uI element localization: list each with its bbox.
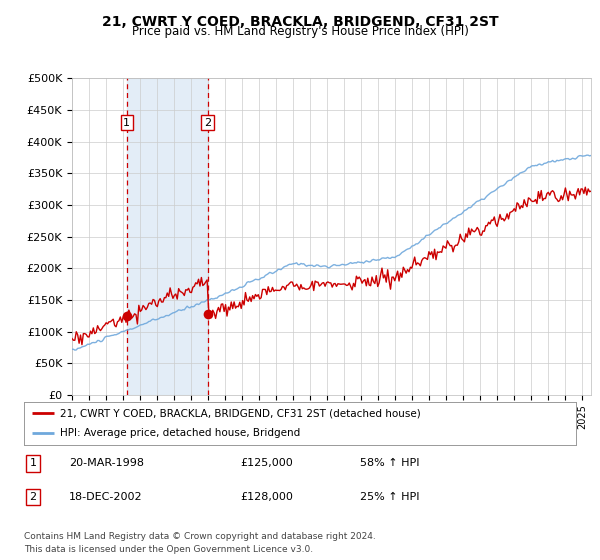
Bar — [127, 78, 208, 395]
Text: 1: 1 — [29, 459, 37, 468]
Text: 20-MAR-1998: 20-MAR-1998 — [69, 459, 144, 468]
Text: 2: 2 — [29, 492, 37, 502]
Text: 58% ↑ HPI: 58% ↑ HPI — [360, 459, 419, 468]
Text: 25% ↑ HPI: 25% ↑ HPI — [360, 492, 419, 502]
Text: Price paid vs. HM Land Registry's House Price Index (HPI): Price paid vs. HM Land Registry's House … — [131, 25, 469, 38]
Text: £125,000: £125,000 — [240, 459, 293, 468]
Text: 1: 1 — [123, 118, 130, 128]
Text: HPI: Average price, detached house, Bridgend: HPI: Average price, detached house, Brid… — [60, 428, 300, 438]
Text: This data is licensed under the Open Government Licence v3.0.: This data is licensed under the Open Gov… — [24, 545, 313, 554]
Text: Contains HM Land Registry data © Crown copyright and database right 2024.: Contains HM Land Registry data © Crown c… — [24, 532, 376, 541]
Text: £128,000: £128,000 — [240, 492, 293, 502]
Text: 21, CWRT Y COED, BRACKLA, BRIDGEND, CF31 2ST (detached house): 21, CWRT Y COED, BRACKLA, BRIDGEND, CF31… — [60, 408, 421, 418]
Text: 21, CWRT Y COED, BRACKLA, BRIDGEND, CF31 2ST: 21, CWRT Y COED, BRACKLA, BRIDGEND, CF31… — [101, 15, 499, 29]
Text: 2: 2 — [204, 118, 211, 128]
Text: 18-DEC-2002: 18-DEC-2002 — [69, 492, 143, 502]
